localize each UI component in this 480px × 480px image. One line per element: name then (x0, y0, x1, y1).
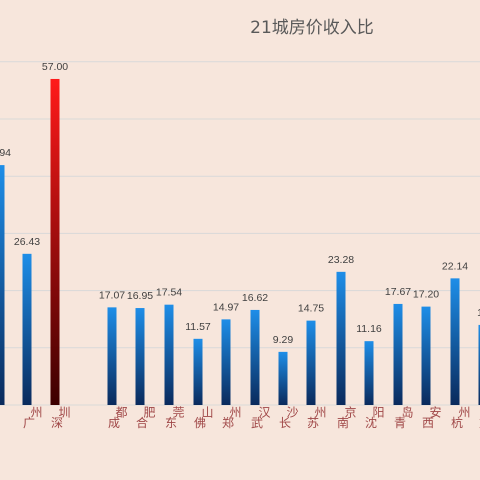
data-label: 17.67 (385, 286, 411, 298)
bars (0, 78, 480, 406)
data-label: 94 (0, 147, 11, 159)
data-label: 14.75 (298, 303, 324, 315)
data-label: 11.57 (185, 321, 211, 333)
x-tick-label: 西安 (415, 399, 449, 436)
bar-成都 (107, 307, 117, 405)
x-tick-char: 重 (472, 410, 480, 435)
data-label: 14 (477, 307, 480, 319)
bar-杭州 (450, 278, 460, 405)
bar-苏州 (306, 320, 316, 405)
bar-partial (0, 165, 5, 405)
data-label: 23.28 (328, 254, 354, 266)
bar-广州 (22, 253, 32, 405)
data-label: 22.14 (442, 260, 468, 272)
bar-佛山 (193, 338, 203, 405)
data-label: 14.97 (213, 301, 239, 313)
bar-郑州 (221, 319, 231, 405)
bar-南京 (336, 271, 346, 405)
data-labels: 94 26.43 57.00 17.07 16.95 17.54 11.5714.9716.… (0, 61, 480, 346)
bar-东莞 (164, 304, 174, 405)
bar-深圳 (50, 78, 60, 406)
bar-合肥 (135, 308, 145, 405)
bar-长沙 (278, 351, 288, 405)
data-label: 17.54 (156, 287, 182, 299)
data-label: 17.20 (413, 289, 439, 301)
bar-沈阳 (364, 341, 374, 405)
x-tick-label: 青岛 (387, 399, 421, 436)
gridlines (0, 61, 480, 406)
data-label: 26.43 (14, 236, 40, 248)
data-label: 57.00 (42, 61, 68, 73)
data-label: 16.95 (127, 290, 153, 302)
data-label: 16.62 (242, 292, 268, 304)
bar-青岛 (393, 303, 403, 405)
bar-西安 (421, 306, 431, 405)
data-label: 9.29 (273, 334, 294, 346)
data-label: 11.16 (356, 323, 382, 335)
bar-重庆 (478, 324, 480, 405)
x-axis-labels: 广州深圳成都合肥东莞佛山郑州武汉长沙苏州南京沈阳青岛西安杭州重庆 (16, 399, 480, 436)
data-label: 17.07 (99, 289, 125, 301)
bar-武汉 (250, 309, 260, 405)
chart-title: 21城房价收入比 (250, 18, 374, 38)
